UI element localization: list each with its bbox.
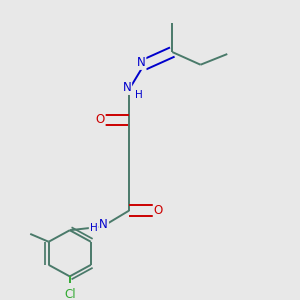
Text: N: N [122, 81, 131, 94]
Text: N: N [99, 218, 108, 231]
Text: O: O [154, 204, 163, 217]
Text: N: N [137, 56, 146, 69]
Text: H: H [135, 90, 142, 100]
Text: H: H [90, 223, 98, 233]
Text: Cl: Cl [64, 288, 76, 300]
Text: O: O [95, 113, 105, 126]
